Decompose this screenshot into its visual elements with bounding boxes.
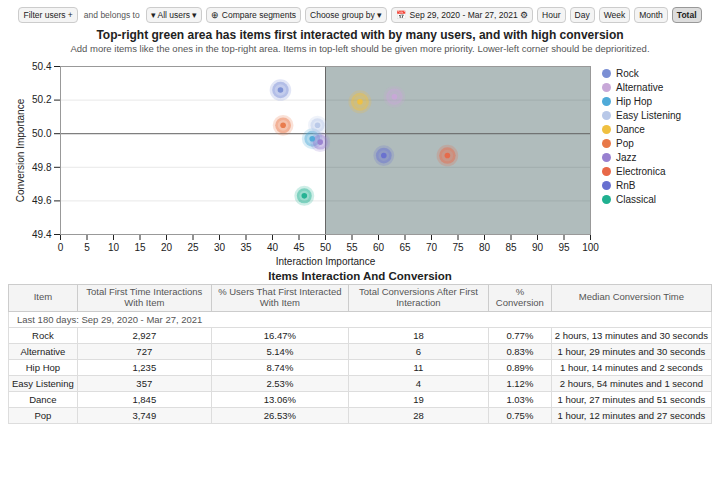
html-text:Dance: Dance xyxy=(616,123,645,135)
svg-text:75: 75 xyxy=(452,242,464,253)
html-text:Rock: Rock xyxy=(32,329,54,341)
html-text:0.83%: 0.83% xyxy=(506,345,534,357)
html-text:1 hour, 29 minutes and 30 seco: 1 hour, 29 minutes and 30 seconds xyxy=(557,345,706,357)
html-text:16.47%: 16.47% xyxy=(263,329,296,341)
svg-text:25: 25 xyxy=(187,242,199,253)
html-text:2 hours, 13 minutes and 30 sec: 2 hours, 13 minutes and 30 seconds xyxy=(554,329,708,341)
html-text:Items Interaction And Conversi: Items Interaction And Conversion xyxy=(268,270,452,282)
html-text:1,235: 1,235 xyxy=(132,361,157,373)
svg-text:5: 5 xyxy=(84,242,90,253)
html-text:18: 18 xyxy=(413,329,424,341)
html-text:Choose group by ▾: Choose group by ▾ xyxy=(310,10,383,20)
html-text:Alternative: Alternative xyxy=(20,345,66,357)
html-text:1 hour, 14 minutes and 2 secon: 1 hour, 14 minutes and 2 seconds xyxy=(560,361,703,373)
html-text:Week: Week xyxy=(603,10,626,20)
svg-text:60: 60 xyxy=(373,242,385,253)
html-text:8.74%: 8.74% xyxy=(266,361,294,373)
html-text:Day: Day xyxy=(574,10,590,20)
html-text:727: 727 xyxy=(136,345,153,357)
svg-text:0: 0 xyxy=(58,242,64,253)
svg-text:20: 20 xyxy=(161,242,173,253)
html-text:2,927: 2,927 xyxy=(132,329,157,341)
html-text:1 hour, 27 minutes and 51 seco: 1 hour, 27 minutes and 51 seconds xyxy=(557,393,706,405)
svg-text:55: 55 xyxy=(346,242,358,253)
svg-text:70: 70 xyxy=(426,242,438,253)
html-text:Item: Item xyxy=(33,291,53,303)
svg-text:45: 45 xyxy=(293,242,305,253)
svg-text:50: 50 xyxy=(320,242,332,253)
svg-text:Conversion Importance: Conversion Importance xyxy=(15,98,26,202)
html-text:1 hour, 12 minutes and 27 seco: 1 hour, 12 minutes and 27 seconds xyxy=(557,409,706,421)
html-text:and belongs to: and belongs to xyxy=(83,10,140,20)
html-text:1.03%: 1.03% xyxy=(506,393,534,405)
html-text:0.77%: 0.77% xyxy=(506,329,534,341)
html-text:Month: Month xyxy=(639,10,663,20)
html-text:Hip Hop: Hip Hop xyxy=(25,361,61,373)
html-text:4: 4 xyxy=(415,377,422,389)
html-text:Electronica: Electronica xyxy=(616,165,666,177)
html-text:% Users That First Interacted: % Users That First Interacted With Item xyxy=(218,286,342,308)
svg-text:30: 30 xyxy=(214,242,226,253)
html-text:Total Conversions After First: Total Conversions After First Interactio… xyxy=(359,286,478,308)
html-text:2 hours, 54 minutes and 1 seco: 2 hours, 54 minutes and 1 second xyxy=(559,377,703,389)
html-text:📅 Sep 29, 2020 - Mar 27, 2021: 📅 Sep 29, 2020 - Mar 27, 2021 ⚙ xyxy=(396,10,529,20)
html-text:26.53%: 26.53% xyxy=(263,409,296,421)
html-text:Total: Total xyxy=(676,10,697,20)
html-text:% Conversion: % Conversion xyxy=(495,286,544,308)
svg-text:49.4: 49.4 xyxy=(32,229,52,240)
html-text:Classical: Classical xyxy=(616,193,656,205)
html-text:Last 180 days: Sep 29, 2020 -: Last 180 days: Sep 29, 2020 - Mar 27, 20… xyxy=(17,313,203,325)
html-text:19: 19 xyxy=(413,393,424,405)
html-text:Hour: Hour xyxy=(542,10,561,20)
svg-text:50.0: 50.0 xyxy=(32,128,52,139)
html-text:0.75%: 0.75% xyxy=(506,409,534,421)
svg-text:Interaction Importance: Interaction Importance xyxy=(276,256,376,267)
html-text:▾ All users ▾: ▾ All users ▾ xyxy=(150,10,198,20)
html-text:Add more items like the ones i: Add more items like the ones in the top-… xyxy=(70,43,650,54)
svg-text:35: 35 xyxy=(240,242,252,253)
html-text:5.14%: 5.14% xyxy=(266,345,294,357)
html-text:6: 6 xyxy=(415,345,422,357)
html-text:Pop: Pop xyxy=(34,409,52,421)
svg-text:85: 85 xyxy=(505,242,517,253)
svg-text:49.6: 49.6 xyxy=(32,195,52,206)
html-text:Hip Hop: Hip Hop xyxy=(616,95,653,107)
svg-text:100: 100 xyxy=(582,242,599,253)
html-text:Total First Time Interactions: Total First Time Interactions With Item xyxy=(86,286,203,308)
html-text:RnB: RnB xyxy=(616,179,636,191)
html-text:Easy Listening: Easy Listening xyxy=(12,377,74,389)
html-text:Pop: Pop xyxy=(616,137,634,149)
html-text:Dance: Dance xyxy=(29,393,57,405)
html-text:Rock: Rock xyxy=(616,67,639,79)
html-text:1,845: 1,845 xyxy=(132,393,157,405)
html-text:Alternative: Alternative xyxy=(616,81,664,93)
svg-text:40: 40 xyxy=(267,242,279,253)
html-text:28: 28 xyxy=(413,409,424,421)
html-text:2.53%: 2.53% xyxy=(266,377,294,389)
svg-text:10: 10 xyxy=(108,242,120,253)
html-text:3,749: 3,749 xyxy=(132,409,157,421)
svg-text:95: 95 xyxy=(558,242,570,253)
svg-text:90: 90 xyxy=(532,242,544,253)
html-text:Easy Listening: Easy Listening xyxy=(616,109,681,121)
html-text:11: 11 xyxy=(413,361,424,373)
html-text:Jazz: Jazz xyxy=(616,151,637,163)
svg-text:49.8: 49.8 xyxy=(32,162,52,173)
svg-text:15: 15 xyxy=(134,242,146,253)
html-text:0.89%: 0.89% xyxy=(506,361,534,373)
html-text:Top-right green area has items: Top-right green area has items first int… xyxy=(96,28,624,42)
html-text:⊕ Compare segments: ⊕ Compare segments xyxy=(211,10,296,20)
svg-text:50.2: 50.2 xyxy=(32,94,52,105)
svg-text:80: 80 xyxy=(479,242,491,253)
html-text:13.06%: 13.06% xyxy=(263,393,296,405)
svg-text:65: 65 xyxy=(399,242,411,253)
html-text:Filter users +: Filter users + xyxy=(23,10,73,20)
svg-text:50.4: 50.4 xyxy=(32,61,52,72)
html-text:Median Conversion Time: Median Conversion Time xyxy=(578,291,684,303)
html-text:357: 357 xyxy=(136,377,153,389)
html-text:1.12%: 1.12% xyxy=(506,377,534,389)
